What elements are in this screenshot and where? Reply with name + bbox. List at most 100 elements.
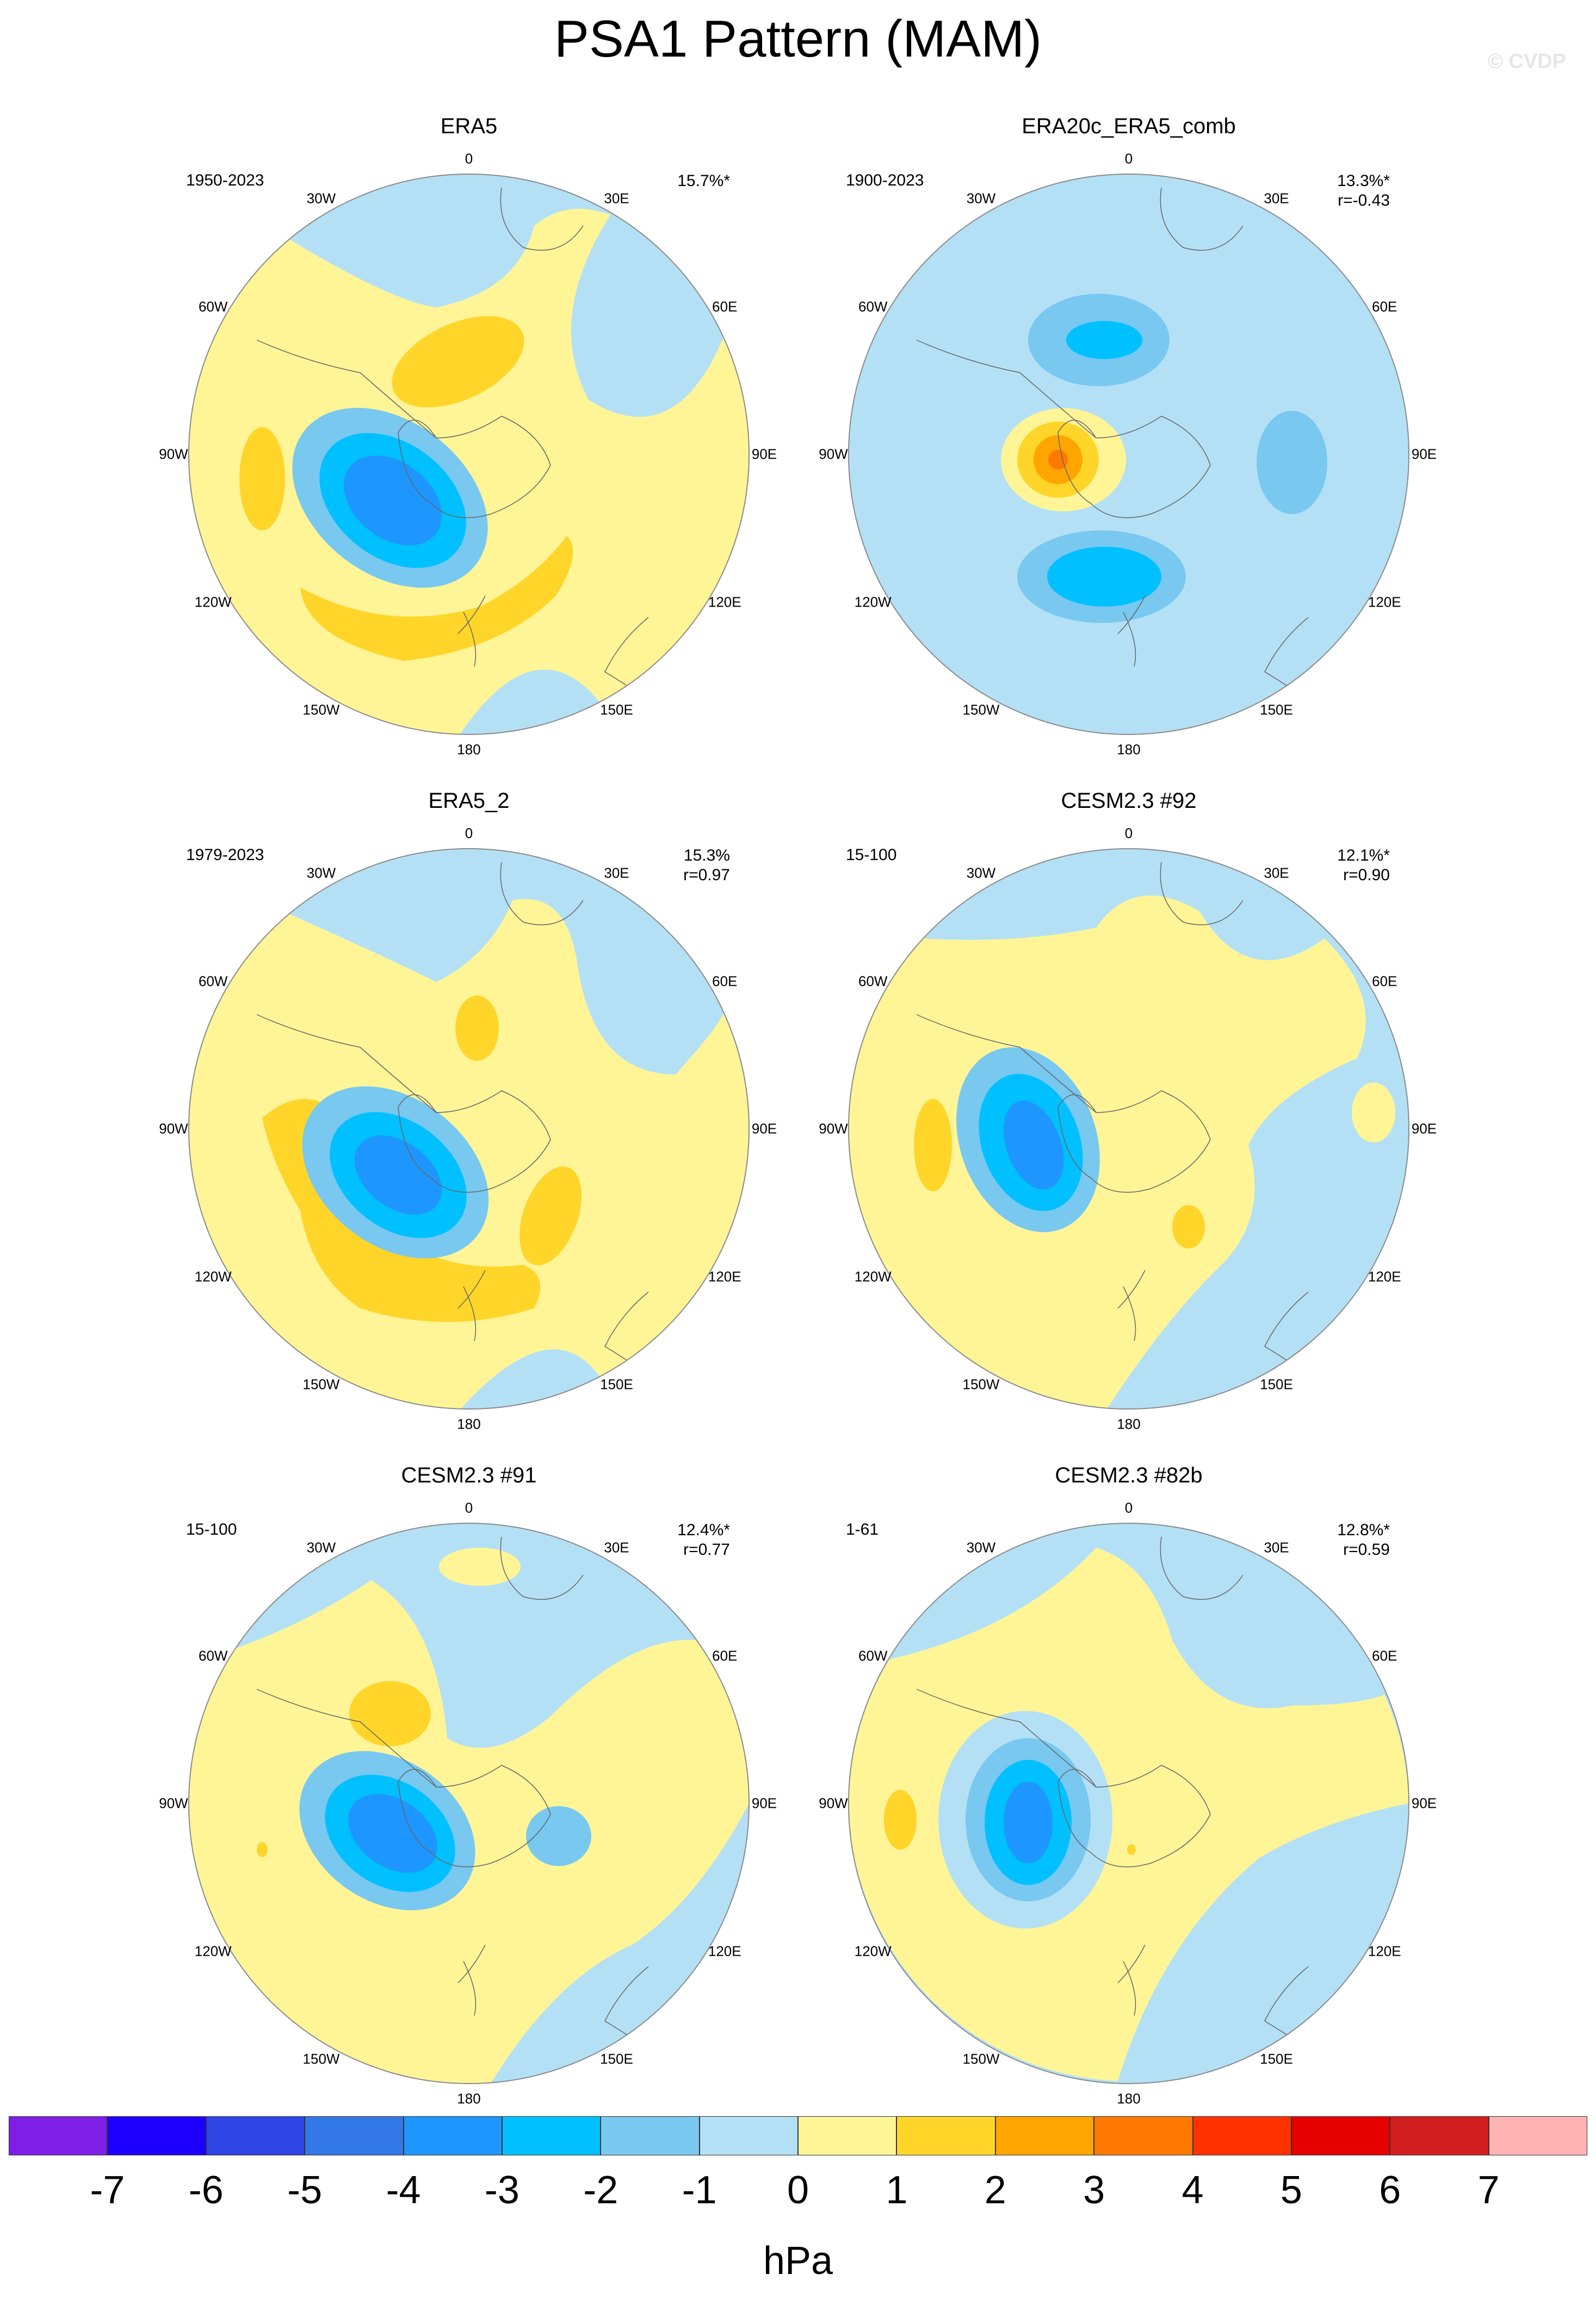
longitude-label: 60W	[858, 298, 888, 314]
contour-region	[300, 536, 573, 661]
longitude-label: 30E	[1264, 864, 1289, 881]
coastline	[256, 339, 437, 438]
longitude-label: 180	[1117, 2090, 1141, 2107]
longitude-label: 0	[1124, 825, 1133, 842]
polar-map	[188, 1523, 750, 2084]
contour-region	[455, 996, 499, 1061]
panel-years: 1900-2023	[846, 171, 924, 189]
contour-region	[1352, 1083, 1395, 1142]
contour-region	[884, 1790, 917, 1850]
longitude-label: 90W	[159, 1795, 188, 1812]
polar-map	[188, 848, 750, 1410]
map-panel: CESM2.3 #91 15-100 12.4%* r=0.77 0 30E 60E 90E 1…	[0, 1349, 798, 2107]
longitude-label: 90W	[819, 446, 848, 462]
coastline	[916, 1689, 1097, 1788]
longitude-label: 150E	[600, 2050, 633, 2067]
longitude-label: 30E	[604, 190, 629, 207]
longitude-label: 0	[465, 1499, 473, 1516]
longitude-label: 30E	[1264, 190, 1289, 207]
longitude-label: 150E	[600, 1376, 633, 1393]
colorbar-cell	[107, 2116, 206, 2155]
variance-explained: 15.3%	[683, 846, 730, 864]
colorbar-tick-label: 3	[1083, 2168, 1105, 2212]
contour-region	[849, 895, 1366, 1409]
contour-region	[392, 316, 524, 407]
longitude-label: 90E	[751, 1120, 777, 1137]
contour-region	[1066, 321, 1142, 359]
colorbar-tick-label: 5	[1280, 2168, 1302, 2212]
longitude-label: 150E	[1260, 2050, 1293, 2067]
panel-stats: 13.3%* r=-0.43	[1337, 171, 1390, 211]
longitude-label: 150W	[962, 701, 1000, 718]
panel-years: 1-61	[846, 1521, 879, 1538]
contour-region	[1257, 411, 1327, 514]
colorbar-cell	[1094, 2116, 1193, 2155]
polar-map	[848, 1523, 1409, 2084]
longitude-label: 30E	[604, 1539, 629, 1556]
colorbar-cell	[995, 2116, 1094, 2155]
longitude-label: 180	[457, 2090, 481, 2107]
map-border	[848, 174, 1409, 735]
longitude-label: 150W	[302, 1376, 340, 1393]
figure-title: PSA1 Pattern (MAM)	[554, 10, 1042, 68]
longitude-label: 60E	[712, 973, 738, 989]
colorbar-tick-label: 7	[1477, 2168, 1500, 2212]
coastline	[1057, 1765, 1211, 1868]
colorbar-tick-label: -2	[583, 2168, 618, 2212]
map-border	[848, 1523, 1409, 2084]
longitude-label: 30W	[966, 190, 996, 207]
longitude-label: 180	[1117, 741, 1141, 758]
panel-title: ERA5_2	[428, 789, 510, 813]
map-panel: CESM2.3 #82b 1-61 12.8%* r=0.59 0 30E 60E 90E 12…	[660, 1349, 1458, 2107]
polar-map	[848, 848, 1409, 1410]
colorbar	[9, 2116, 1587, 2155]
panel-title: CESM2.3 #82b	[1055, 1463, 1203, 1487]
contour-region	[349, 1681, 431, 1746]
coastline	[256, 1689, 437, 1788]
contour-region	[239, 427, 285, 530]
longitude-label: 150W	[302, 2050, 340, 2067]
longitude-label: 120W	[194, 1943, 232, 1959]
colorbar-tick-label: -6	[188, 2168, 224, 2212]
longitude-label: 60W	[199, 298, 228, 314]
contour-region	[376, 1814, 420, 1853]
longitude-label: 30E	[1264, 1539, 1289, 1556]
variance-explained: 15.7%*	[677, 172, 730, 190]
colorbar-tick-label: 0	[787, 2168, 809, 2212]
panel-title: CESM2.3 #91	[401, 1463, 537, 1487]
contour-region	[914, 1099, 952, 1191]
longitude-label: 180	[457, 741, 481, 758]
coastline	[500, 862, 584, 925]
panel-years: 1979-2023	[186, 846, 264, 864]
contour-region	[1127, 1844, 1136, 1855]
colorbar-tick-label: -1	[682, 2168, 717, 2212]
contour-region	[1048, 450, 1068, 469]
longitude-label: 120E	[708, 594, 741, 610]
colorbar-cell	[798, 2116, 897, 2155]
coastline	[1160, 862, 1244, 925]
longitude-label: 30W	[966, 864, 996, 881]
colorbar-cell	[206, 2116, 305, 2155]
colorbar-cell	[403, 2116, 502, 2155]
longitude-label: 30W	[306, 190, 336, 207]
panel-stats: 15.3% r=0.97	[683, 846, 730, 885]
longitude-label: 180	[1117, 1416, 1141, 1432]
coastline	[1160, 1536, 1244, 1600]
variance-explained: 12.8%*	[1337, 1521, 1390, 1539]
panel-stats: 12.8%* r=0.59	[1337, 1521, 1390, 1560]
map-panel: ERA5_2 1979-2023 15.3% r=0.97 0 30E 60E 90E 120E…	[0, 675, 798, 1432]
map-border	[188, 174, 750, 735]
longitude-label: 120E	[1368, 594, 1401, 610]
pattern-correlation: r=0.59	[1343, 1541, 1390, 1559]
colorbar-tick-label: 1	[886, 2168, 908, 2212]
longitude-label: 90E	[1411, 446, 1437, 462]
longitude-label: 150W	[962, 1376, 1000, 1393]
pattern-correlation: r=0.77	[683, 1541, 730, 1559]
coastline	[457, 1944, 486, 2016]
colorbar-tick-label: 2	[984, 2168, 1006, 2212]
longitude-label: 60E	[712, 1647, 738, 1664]
longitude-label: 90E	[751, 1795, 777, 1812]
longitude-label: 60E	[1372, 973, 1397, 989]
longitude-label: 90W	[819, 1120, 848, 1137]
longitude-label: 90W	[819, 1795, 848, 1812]
